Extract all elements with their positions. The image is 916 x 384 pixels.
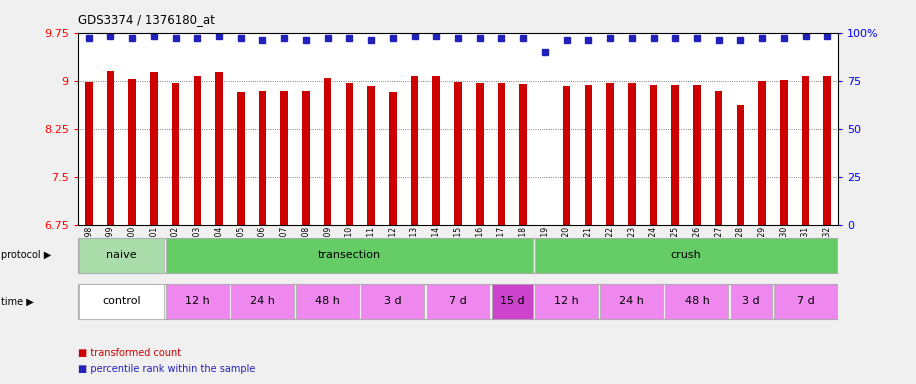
- Bar: [649, 85, 658, 225]
- Text: 12 h: 12 h: [185, 296, 210, 306]
- Bar: [693, 85, 701, 225]
- Bar: [106, 71, 114, 225]
- Bar: [324, 78, 332, 225]
- Text: 12 h: 12 h: [554, 296, 579, 306]
- Text: control: control: [102, 296, 141, 306]
- Bar: [166, 238, 533, 273]
- Bar: [606, 83, 614, 225]
- Bar: [427, 284, 489, 319]
- Text: crush: crush: [671, 250, 702, 260]
- Text: naive: naive: [106, 250, 136, 260]
- Text: 24 h: 24 h: [619, 296, 644, 306]
- Text: 7 d: 7 d: [449, 296, 467, 306]
- Bar: [280, 91, 288, 225]
- Text: ■ percentile rank within the sample: ■ percentile rank within the sample: [78, 364, 256, 374]
- Bar: [780, 80, 788, 225]
- Bar: [166, 284, 229, 319]
- Bar: [128, 79, 136, 225]
- Text: time ▶: time ▶: [1, 296, 34, 306]
- Text: 48 h: 48 h: [684, 296, 709, 306]
- Bar: [628, 83, 636, 225]
- Bar: [497, 83, 506, 225]
- Bar: [758, 81, 766, 225]
- Bar: [237, 91, 245, 225]
- Bar: [671, 85, 679, 225]
- Bar: [193, 76, 202, 225]
- Bar: [519, 84, 527, 225]
- Bar: [774, 284, 837, 319]
- Bar: [665, 284, 728, 319]
- Bar: [367, 86, 375, 225]
- Bar: [535, 284, 598, 319]
- Bar: [389, 92, 397, 225]
- Bar: [535, 238, 837, 273]
- Bar: [231, 284, 294, 319]
- Text: 15 d: 15 d: [500, 296, 525, 306]
- Bar: [79, 284, 164, 319]
- Bar: [79, 238, 164, 273]
- Bar: [823, 76, 831, 225]
- Text: transection: transection: [318, 250, 381, 260]
- Bar: [361, 284, 424, 319]
- Bar: [296, 284, 359, 319]
- Bar: [258, 91, 267, 225]
- Text: 7 d: 7 d: [797, 296, 814, 306]
- Bar: [476, 83, 484, 225]
- Bar: [731, 284, 772, 319]
- Bar: [432, 76, 440, 225]
- Text: 48 h: 48 h: [315, 296, 340, 306]
- Text: 24 h: 24 h: [250, 296, 275, 306]
- Bar: [345, 83, 354, 225]
- Bar: [215, 72, 223, 225]
- Bar: [302, 91, 310, 225]
- Text: ■ transformed count: ■ transformed count: [78, 348, 181, 358]
- Bar: [454, 82, 462, 225]
- Text: GDS3374 / 1376180_at: GDS3374 / 1376180_at: [78, 13, 214, 26]
- Bar: [562, 86, 571, 225]
- Bar: [541, 225, 549, 230]
- Bar: [714, 91, 723, 225]
- Text: protocol ▶: protocol ▶: [1, 250, 51, 260]
- Bar: [150, 72, 158, 225]
- Bar: [600, 284, 663, 319]
- Text: 3 d: 3 d: [384, 296, 401, 306]
- Bar: [410, 76, 419, 225]
- Bar: [492, 284, 533, 319]
- Bar: [85, 82, 93, 225]
- Bar: [172, 83, 180, 225]
- Bar: [584, 85, 592, 225]
- Text: 3 d: 3 d: [743, 296, 760, 306]
- Bar: [802, 76, 810, 225]
- Bar: [736, 105, 744, 225]
